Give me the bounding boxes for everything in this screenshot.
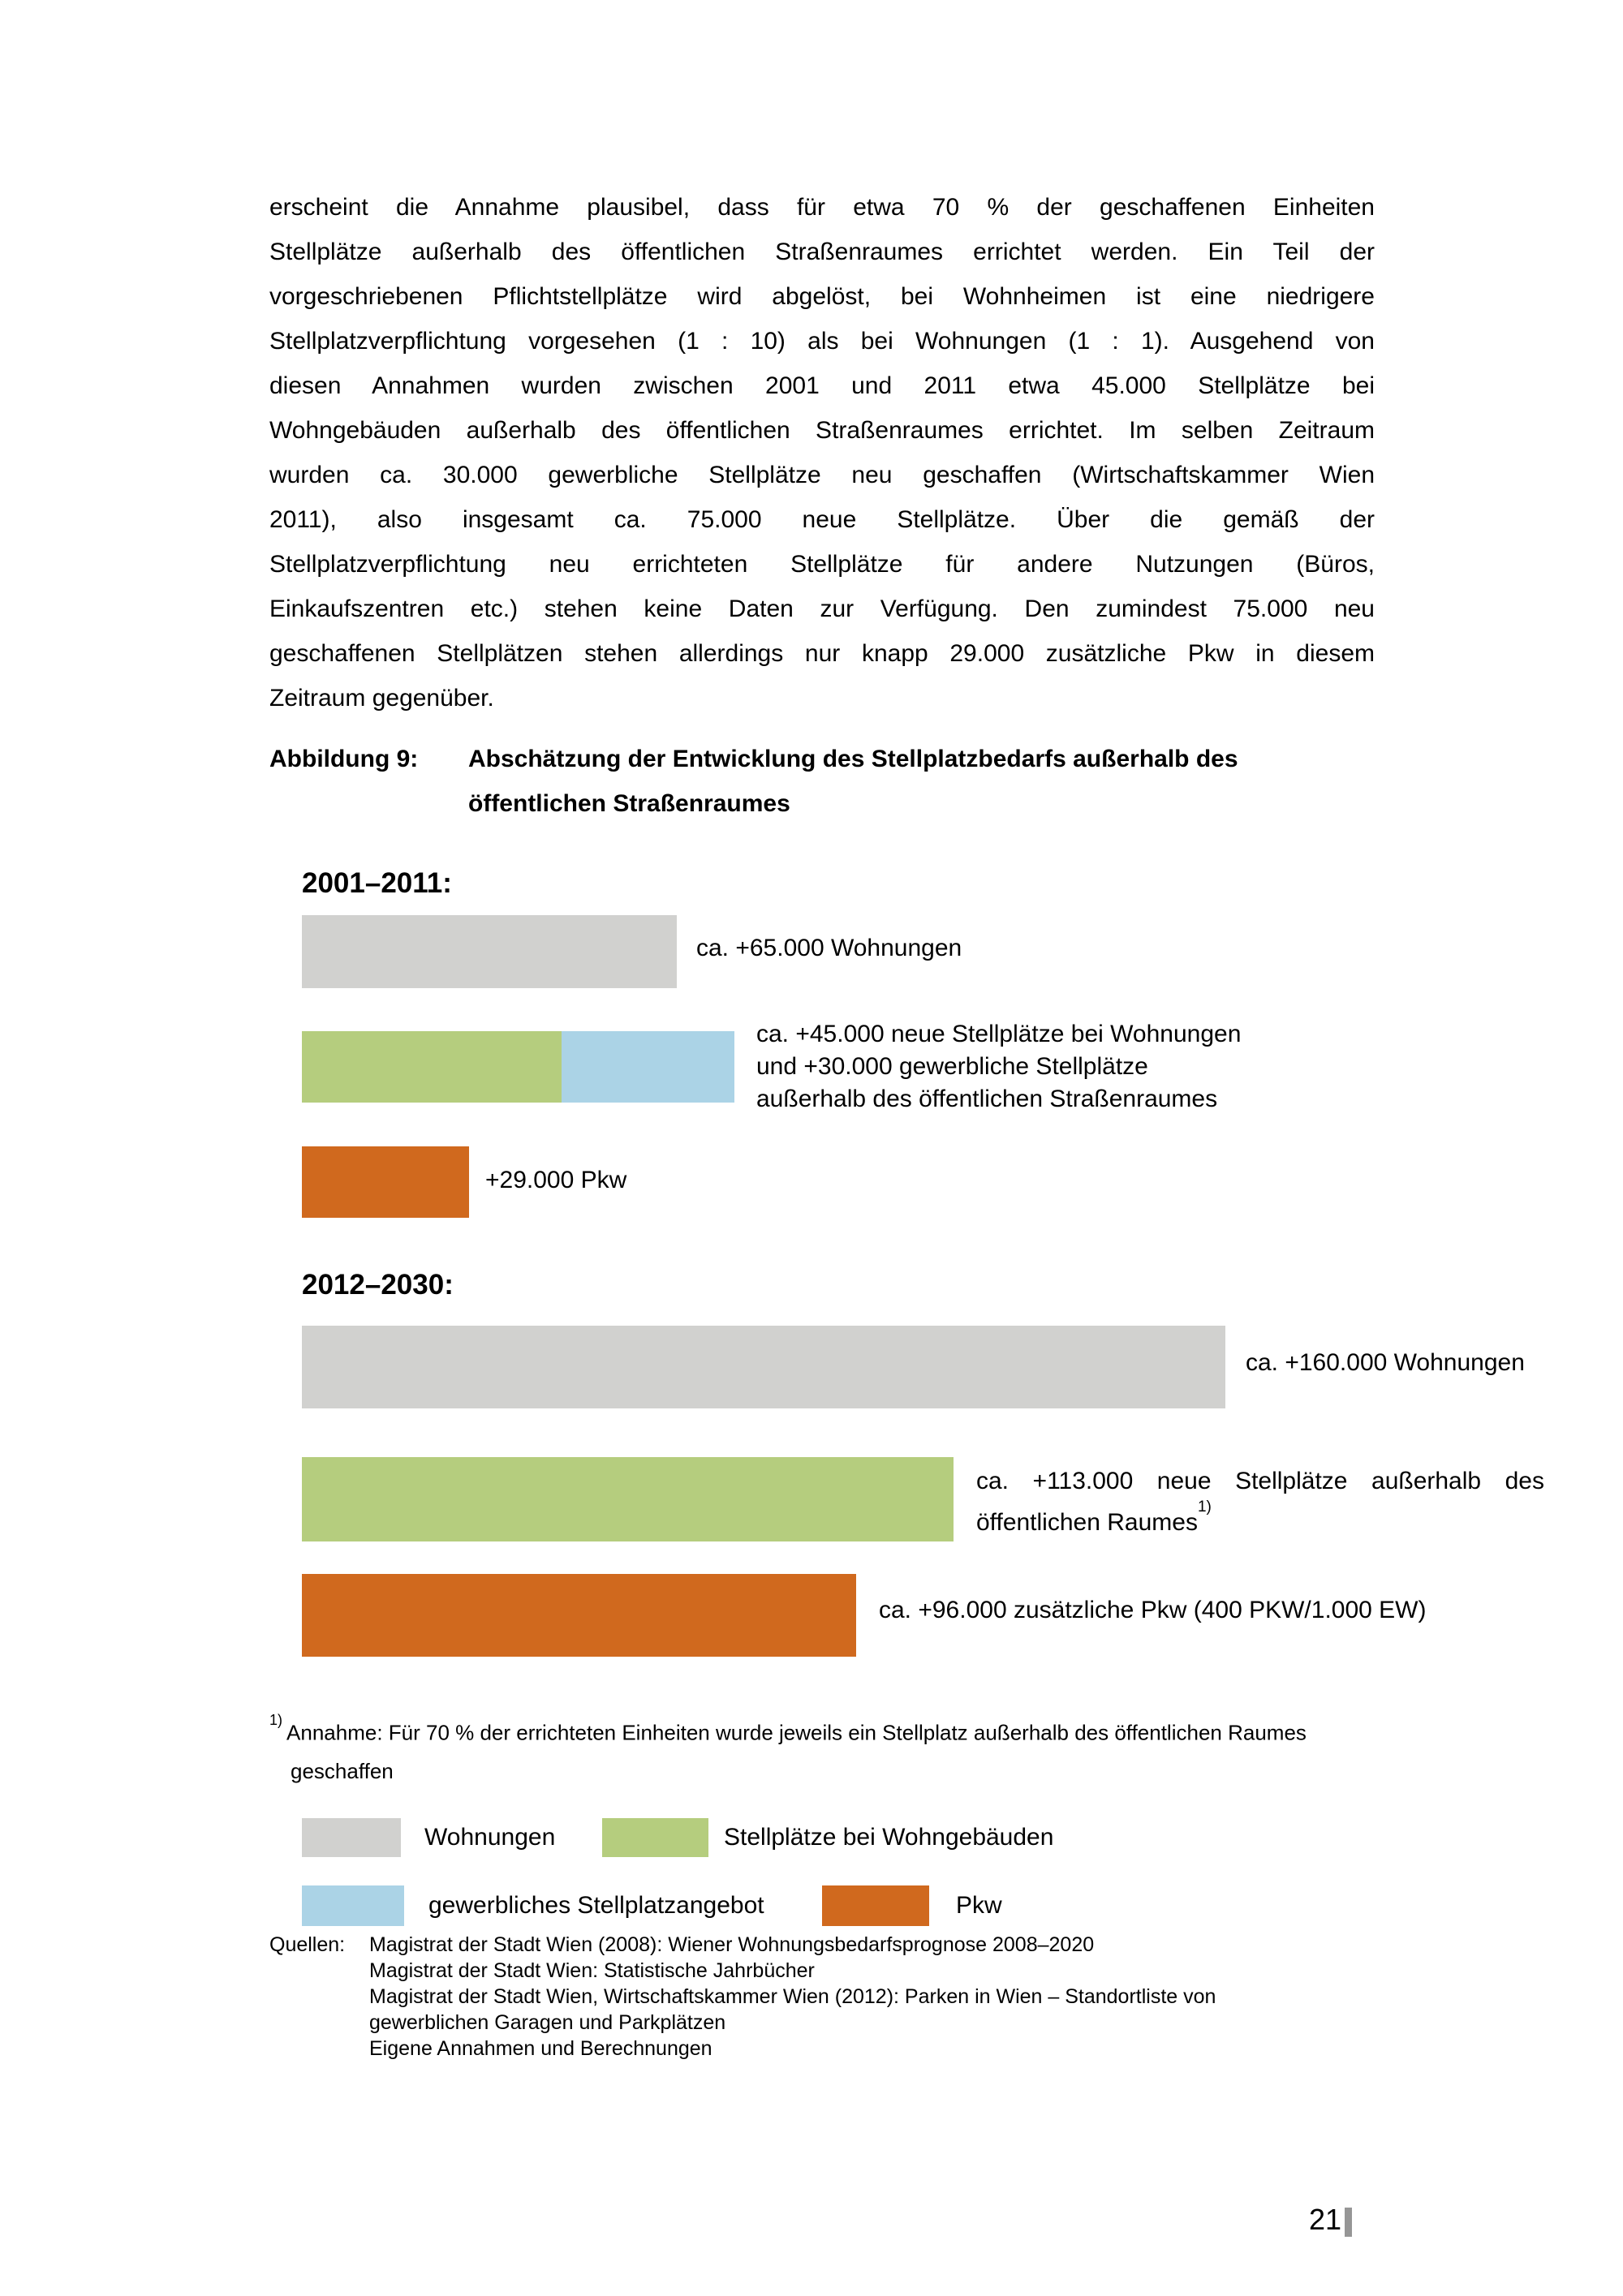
- figure-caption-title-line2: öffentlichen Straßenraumes: [468, 790, 790, 817]
- bar-value-label: ca. +160.000 Wohnungen: [1246, 1348, 1525, 1378]
- paragraph-line: Einkaufszentren etc.) stehen keine Daten…: [269, 595, 1375, 622]
- footnote-marker: 1): [269, 1712, 283, 1728]
- bar-value-label: ca. +113.000 neue Stellplätze außerhalb …: [976, 1464, 1544, 1541]
- page-number: 21: [1308, 2203, 1341, 2236]
- footnote-reference: 1): [1197, 1498, 1212, 1516]
- bar-value-label-line: öffentlichen Raumes1): [976, 1498, 1212, 1536]
- sources-label: Quellen:: [269, 1933, 346, 1956]
- bar-value-label-line: ca. +45.000 neue Stellplätze bei Wohnung…: [756, 1021, 1242, 1047]
- bar-segment-pkw: [302, 1146, 469, 1218]
- bar-value-label: +29.000 Pkw: [485, 1165, 626, 1196]
- bar-value-label: ca. +65.000 Wohnungen: [696, 933, 962, 964]
- paragraph-line: Wohngebäuden außerhalb des öffentlichen …: [269, 417, 1375, 444]
- bar-value-label-line: ca. +113.000 neue Stellplätze außerhalb …: [976, 1468, 1544, 1494]
- bar-value-label-line: ca. +160.000 Wohnungen: [1246, 1349, 1525, 1376]
- bar-segment-pkw: [302, 1574, 856, 1657]
- legend-swatch-stellplaetze-bei-wohngebaeuden: [602, 1818, 708, 1857]
- source-line: Eigene Annahmen und Berechnungen: [369, 2037, 712, 2060]
- bar: [302, 1457, 954, 1541]
- bar-value-label: ca. +96.000 zusätzliche Pkw (400 PKW/1.0…: [879, 1595, 1427, 1626]
- paragraph-line: 2011), also insgesamt ca. 75.000 neue St…: [269, 506, 1375, 533]
- paragraph-line: Stellplatzverpflichtung neu errichteten …: [269, 551, 1375, 578]
- bar-segment-wohnungen: [302, 915, 677, 988]
- bar-segment-gewerbliches-stellplatzangebot: [562, 1031, 734, 1103]
- page-margin-marker: [1345, 2208, 1352, 2237]
- footnote-line1: 1)Annahme: Für 70 % der errichteten Einh…: [269, 1712, 1307, 1745]
- figure-caption-title: Abschätzung der Entwicklung des Stellpla…: [468, 737, 1401, 826]
- chart-period-heading: 2001–2011:: [302, 867, 452, 899]
- legend-swatch-pkw: [822, 1885, 929, 1926]
- legend-swatch-gewerbliches-stellplatzangebot: [302, 1885, 404, 1926]
- bar-value-label: ca. +45.000 neue Stellplätze bei Wohnung…: [756, 1018, 1241, 1116]
- bar-segment-wohnungen: [302, 1326, 1225, 1408]
- bar: [302, 1031, 734, 1103]
- paragraph-line: Stellplatzverpflichtung vorgesehen (1 : …: [269, 328, 1375, 355]
- sources-list: Magistrat der Stadt Wien (2008): Wiener …: [369, 1932, 1216, 2062]
- bar-value-label-line: +29.000 Pkw: [485, 1167, 627, 1193]
- bar: [302, 1574, 856, 1657]
- legend-swatch-wohnungen: [302, 1818, 401, 1857]
- paragraph-line: Stellplätze außerhalb des öffentlichen S…: [269, 239, 1375, 265]
- chart-period-heading: 2012–2030:: [302, 1269, 454, 1301]
- legend-label-gewerbliches-stellplatzangebot: gewerbliches Stellplatzangebot: [428, 1892, 764, 1919]
- bar-value-label-line: außerhalb des öffentlichen Straßenraumes: [756, 1086, 1218, 1112]
- legend-label-pkw: Pkw: [956, 1892, 1002, 1919]
- bar: [302, 915, 677, 988]
- legend-label-stellplaetze-bei-wohngebaeuden: Stellplätze bei Wohngebäuden: [724, 1824, 1054, 1851]
- body-paragraph: erscheint die Annahme plausibel, dass fü…: [269, 185, 1375, 720]
- bar: [302, 1326, 1225, 1408]
- paragraph-line: wurden ca. 30.000 gewerbliche Stellplätz…: [269, 462, 1375, 488]
- bar: [302, 1146, 469, 1218]
- footnote-line2: geschaffen: [291, 1758, 394, 1783]
- source-line: gewerblichen Garagen und Parkplätzen: [369, 2011, 726, 2034]
- legend-label-wohnungen: Wohnungen: [424, 1824, 556, 1851]
- figure-caption-title-line1: Abschätzung der Entwicklung des Stellpla…: [468, 746, 1238, 772]
- paragraph-line: Zeitraum gegenüber.: [269, 685, 494, 712]
- bar-segment-stellplaetze-bei-wohngebaeuden: [302, 1457, 954, 1541]
- bar-segment-stellplaetze-bei-wohngebaeuden: [302, 1031, 562, 1103]
- footnote: 1)Annahme: Für 70 % der errichteten Einh…: [269, 1709, 1422, 1791]
- paragraph-line: erscheint die Annahme plausibel, dass fü…: [269, 194, 1375, 221]
- figure-caption-label: Abbildung 9:: [269, 746, 419, 772]
- bar-value-label-line: ca. +65.000 Wohnungen: [696, 935, 962, 961]
- paragraph-line: vorgeschriebenen Pflichtstellplätze wird…: [269, 283, 1375, 310]
- source-line: Magistrat der Stadt Wien: Statistische J…: [369, 1959, 815, 1982]
- bar-value-label-line: und +30.000 gewerbliche Stellplätze: [756, 1053, 1148, 1080]
- bar-value-label-line: ca. +96.000 zusätzliche Pkw (400 PKW/1.0…: [879, 1597, 1427, 1623]
- source-line: Magistrat der Stadt Wien, Wirtschaftskam…: [369, 1985, 1216, 2008]
- source-line: Magistrat der Stadt Wien (2008): Wiener …: [369, 1933, 1095, 1956]
- paragraph-line: geschaffenen Stellplätzen stehen allerdi…: [269, 640, 1375, 667]
- paragraph-line: diesen Annahmen wurden zwischen 2001 und…: [269, 372, 1375, 399]
